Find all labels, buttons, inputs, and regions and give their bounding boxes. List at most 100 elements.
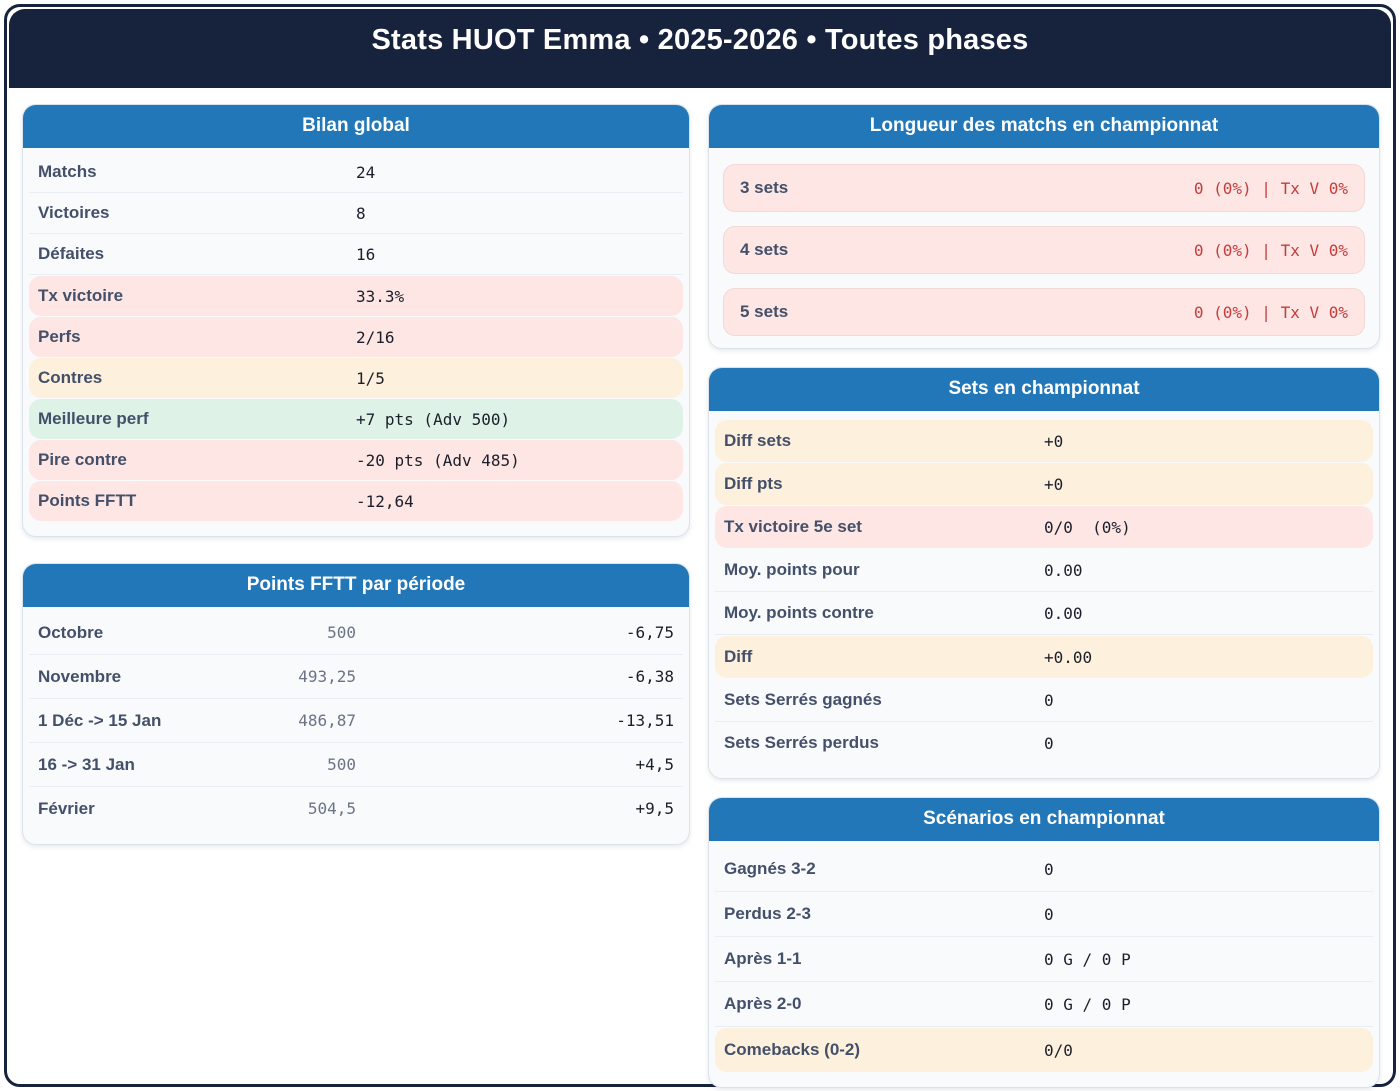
period-delta: -6,38 (625, 667, 674, 686)
stat-label: Contres (38, 368, 103, 387)
stat-row: Sets Serrés perdus 0 (715, 722, 1373, 764)
stat-row: Victoires 8 (29, 193, 683, 234)
stat-value: 0.00 (1044, 560, 1083, 580)
period-points: 500 (327, 623, 356, 642)
stat-value: 24 (356, 162, 376, 182)
stat-row: Contres 1/5 (29, 358, 683, 398)
match-length-row: 3 sets 0 (0%) | Tx V 0% (723, 164, 1365, 212)
stat-label: Moy. points contre (724, 603, 874, 622)
period-row: Novembre 493,25 -6,38 (29, 655, 683, 699)
stat-label: Perdus 2-3 (724, 904, 811, 923)
left-column: Bilan global Matchs 24 Victoires 8 Défai… (22, 104, 690, 845)
stat-label: Diff (724, 647, 753, 666)
app-header: Stats HUOT Emma • 2025-2026 • Toutes pha… (9, 9, 1391, 88)
stat-label: Sets Serrés perdus (724, 733, 879, 752)
stat-value: 33.3% (356, 286, 405, 306)
right-column: Longueur des matchs en championnat 3 set… (708, 104, 1380, 1088)
match-length-label: 3 sets (740, 178, 789, 197)
stat-value: +0 (1044, 474, 1064, 494)
stat-label: Tx victoire 5e set (724, 517, 862, 536)
card-scenarios-championnat: Scénarios en championnat Gagnés 3-2 0 Pe… (708, 797, 1380, 1088)
match-length-label: 4 sets (740, 240, 789, 259)
stat-label: Après 2-0 (724, 994, 802, 1013)
stat-label: Gagnés 3-2 (724, 859, 816, 878)
card-title-sets-championnat: Sets en championnat (709, 368, 1379, 411)
stat-label: Tx victoire (38, 286, 124, 305)
stat-row: Perdus 2-3 0 (715, 892, 1373, 937)
match-length-value: 0 (0%) | Tx V 0% (1193, 302, 1348, 322)
stat-row: Points FFTT -12,64 (29, 481, 683, 521)
stat-row: Diff sets +0 (715, 420, 1373, 462)
period-row: 1 Déc -> 15 Jan 486,87 -13,51 (29, 699, 683, 743)
period-row: Février 504,5 +9,5 (29, 787, 683, 830)
stat-value: 0 (1044, 690, 1054, 710)
stat-row: Moy. points pour 0.00 (715, 549, 1373, 592)
period-delta: +4,5 (635, 755, 674, 774)
stat-value: 0 (1044, 733, 1054, 753)
longueur-matchs-rows: 3 sets 0 (0%) | Tx V 0% 4 sets 0 (0%) | … (709, 148, 1379, 348)
card-title-scenarios-championnat: Scénarios en championnat (709, 798, 1379, 841)
period-delta: -6,75 (625, 623, 674, 642)
stat-label: Moy. points pour (724, 560, 860, 579)
period-label: 1 Déc -> 15 Jan (38, 710, 162, 730)
stat-value: 0 (1044, 859, 1054, 879)
period-label: 16 -> 31 Jan (38, 754, 135, 774)
match-length-value: 0 (0%) | Tx V 0% (1193, 178, 1348, 198)
stat-value: -20 pts (Adv 485) (356, 450, 520, 470)
stat-label: Pire contre (38, 450, 127, 469)
card-title-bilan-global: Bilan global (23, 105, 689, 148)
stat-value: 0 (1044, 904, 1054, 924)
match-length-row: 5 sets 0 (0%) | Tx V 0% (723, 288, 1365, 336)
stat-row: Pire contre -20 pts (Adv 485) (29, 440, 683, 480)
card-longueur-matchs: Longueur des matchs en championnat 3 set… (708, 104, 1380, 349)
stat-value: 0/0 (0%) (1044, 517, 1131, 537)
stat-row: Moy. points contre 0.00 (715, 592, 1373, 635)
stat-row: Tx victoire 5e set 0/0 (0%) (715, 506, 1373, 548)
period-delta: -13,51 (616, 711, 674, 730)
card-sets-championnat: Sets en championnat Diff sets +0 Diff pt… (708, 367, 1380, 779)
stat-value: +7 pts (Adv 500) (356, 409, 511, 429)
match-length-value: 0 (0%) | Tx V 0% (1193, 240, 1348, 260)
stat-label: Défaites (38, 244, 105, 263)
stat-value: 8 (356, 203, 366, 223)
stat-label: Diff pts (724, 474, 783, 493)
period-label: Octobre (38, 622, 104, 642)
stat-row: Meilleure perf +7 pts (Adv 500) (29, 399, 683, 439)
stat-label: Comebacks (0-2) (724, 1040, 861, 1059)
period-label: Février (38, 798, 95, 818)
stat-value: +0.00 (1044, 647, 1093, 667)
card-title-longueur-matchs: Longueur des matchs en championnat (709, 105, 1379, 148)
stat-row: Défaites 16 (29, 234, 683, 275)
stat-row: Diff +0.00 (715, 636, 1373, 678)
period-points: 500 (327, 755, 356, 774)
bilan-global-rows: Matchs 24 Victoires 8 Défaites 16 T (23, 148, 689, 536)
stat-row: Après 2-0 0 G / 0 P (715, 982, 1373, 1027)
period-points: 493,25 (298, 667, 356, 686)
stat-row: Comebacks (0-2) 0/0 (715, 1028, 1373, 1072)
stat-label: Sets Serrés gagnés (724, 690, 882, 709)
points-fftt-periode-rows: Octobre 500 -6,75 Novembre 493,25 -6,38 … (23, 607, 689, 844)
sets-championnat-rows: Diff sets +0 Diff pts +0 Tx victoire 5e … (709, 411, 1379, 778)
content-columns: Bilan global Matchs 24 Victoires 8 Défai… (22, 104, 1380, 1088)
stat-label: Diff sets (724, 431, 792, 450)
stat-label: Après 1-1 (724, 949, 802, 968)
stat-row: Diff pts +0 (715, 463, 1373, 505)
stat-row: Perfs 2/16 (29, 317, 683, 357)
stat-label: Matchs (38, 162, 97, 181)
stat-row: Gagnés 3-2 0 (715, 847, 1373, 892)
stat-row: Sets Serrés gagnés 0 (715, 679, 1373, 722)
card-bilan-global: Bilan global Matchs 24 Victoires 8 Défai… (22, 104, 690, 537)
stat-value: 0/0 (1044, 1040, 1073, 1060)
card-points-fftt-periode: Points FFTT par période Octobre 500 -6,7… (22, 563, 690, 845)
period-points: 504,5 (307, 799, 356, 818)
stat-value: 0 G / 0 P (1044, 994, 1131, 1014)
period-row: 16 -> 31 Jan 500 +4,5 (29, 743, 683, 787)
stat-row: Tx victoire 33.3% (29, 276, 683, 316)
stat-label: Points FFTT (38, 491, 137, 510)
stat-value: -12,64 (356, 491, 414, 511)
stat-value: 16 (356, 244, 376, 264)
period-delta: +9,5 (635, 799, 674, 818)
stat-label: Victoires (38, 203, 110, 222)
stat-label: Perfs (38, 327, 81, 346)
period-points: 486,87 (298, 711, 356, 730)
